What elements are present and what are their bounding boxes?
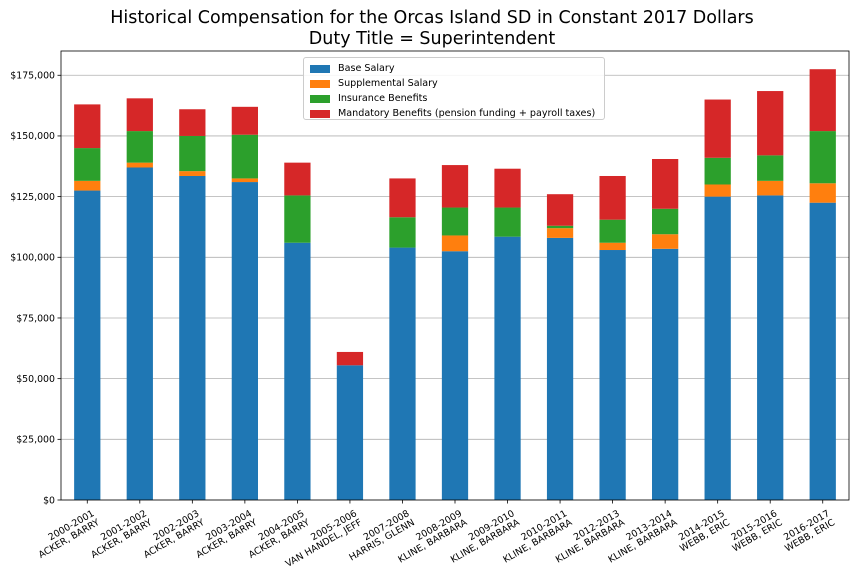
bar-segment: [126, 131, 153, 163]
legend-item-mandatory-benefits: Mandatory Benefits (pension funding + pa…: [310, 106, 598, 121]
bar-segment: [757, 195, 784, 500]
bar-segment: [389, 178, 416, 218]
bar-segment: [809, 183, 836, 203]
legend-label: Base Salary: [338, 63, 395, 74]
legend-swatch: [310, 64, 330, 73]
bar-segment: [74, 104, 101, 149]
legend-swatch: [310, 79, 330, 88]
bar-segment: [809, 69, 836, 132]
legend-item-supplemental-salary: Supplemental Salary: [310, 76, 598, 91]
y-tick-label: $50,000: [16, 374, 55, 385]
bar-segment: [179, 171, 206, 176]
bar-segment: [599, 175, 626, 220]
bar-segment: [599, 242, 626, 251]
y-tick-label: $125,000: [10, 192, 55, 203]
bar-segment: [757, 91, 784, 156]
legend-item-insurance-benefits: Insurance Benefits: [310, 91, 598, 106]
bar-segment: [441, 251, 469, 500]
bar-segment: [74, 148, 101, 181]
bar-segment: [704, 99, 731, 158]
x-tick-label: 2014-2015WEBB, ERIC: [673, 508, 732, 555]
x-tick-label: 2015-2016WEBB, ERIC: [725, 508, 784, 555]
bar-segment: [546, 228, 574, 238]
bar-segment: [389, 247, 416, 500]
bar-segment: [336, 365, 364, 500]
bar-segment: [231, 182, 258, 501]
bar-segment: [126, 167, 153, 500]
y-tick-label: $175,000: [10, 71, 55, 82]
legend-label: Insurance Benefits: [338, 93, 428, 104]
bar-segment: [441, 165, 469, 208]
bar-segment: [126, 162, 153, 168]
bar-segment: [494, 168, 521, 208]
bar-segment: [336, 351, 364, 366]
legend-swatch: [310, 109, 330, 118]
legend-label: Mandatory Benefits (pension funding + pa…: [338, 108, 596, 119]
bar-segment: [704, 184, 731, 197]
bar-segment: [652, 208, 679, 235]
bar-segment: [652, 159, 679, 209]
bar-segment: [284, 242, 311, 500]
bar-segment: [546, 194, 574, 226]
legend-swatch: [310, 94, 330, 103]
bar-segment: [494, 236, 521, 500]
chart-title: Historical Compensation for the Orcas Is…: [110, 8, 754, 28]
legend-label: Supplemental Salary: [338, 78, 438, 89]
bar-segment: [231, 134, 258, 179]
legend-item-base-salary: Base Salary: [310, 61, 598, 76]
legend: Base Salary Supplemental Salary Insuranc…: [303, 57, 605, 120]
bar-segment: [652, 248, 679, 500]
bar-segment: [546, 237, 574, 500]
bar-segment: [126, 98, 153, 132]
bar-segment: [179, 109, 206, 136]
bar-segment: [284, 195, 311, 243]
bar-segment: [231, 106, 258, 135]
bar-segment: [757, 155, 784, 181]
bar-segment: [441, 207, 469, 236]
bar-segment: [809, 202, 836, 500]
bar-segment: [494, 207, 521, 237]
y-tick-label: $75,000: [16, 313, 55, 324]
bar-segment: [74, 190, 101, 500]
bar-segment: [704, 196, 731, 500]
x-tick-label: 2016-2017WEBB, ERIC: [778, 508, 837, 555]
y-axis-ticks: $0 $25,000 $50,000 $75,000 $100,000 $125,000 $…: [10, 71, 61, 506]
bar-segment: [757, 180, 784, 196]
bar-segment: [231, 178, 258, 183]
y-tick-label: $100,000: [10, 253, 55, 264]
chart-subtitle: Duty Title = Superintendent: [308, 29, 556, 49]
bar-segment: [809, 131, 836, 184]
bar-segment: [74, 180, 101, 191]
bar-segment: [546, 225, 574, 229]
bar-segment: [652, 234, 679, 249]
bar-segment: [284, 162, 311, 196]
bar-segment: [599, 219, 626, 243]
bars: [74, 69, 836, 501]
bar-segment: [389, 217, 416, 248]
y-tick-label: $25,000: [16, 435, 55, 446]
y-tick-label: $150,000: [10, 131, 55, 142]
bar-segment: [179, 135, 206, 172]
bar-segment: [704, 157, 731, 185]
y-tick-label: $0: [43, 495, 55, 506]
bar-segment: [179, 175, 206, 501]
bar-segment: [441, 235, 469, 252]
bar-segment: [599, 250, 626, 500]
